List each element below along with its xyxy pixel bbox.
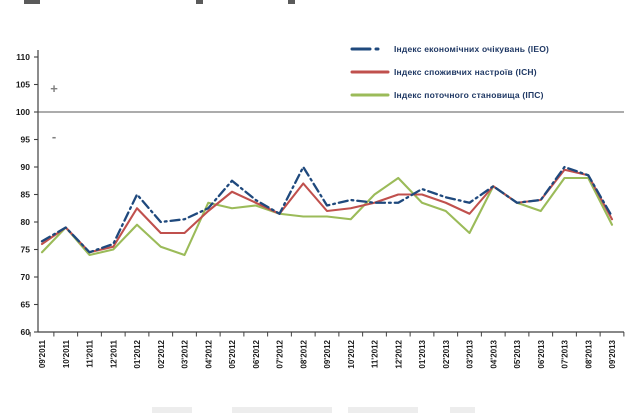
x-tick-label: 05'2012 <box>228 339 237 368</box>
x-tick-label: 01'2013 <box>418 339 427 368</box>
y-tick-label: 85 <box>21 190 31 200</box>
chart-legend: Індекс економічних очікувань (ІЕО) Індек… <box>350 41 549 102</box>
x-tick-label: 04'2013 <box>489 339 498 368</box>
y-tick-label: 65 <box>21 300 31 310</box>
cropped-bottom-text-fragment <box>450 407 475 413</box>
legend-label-ieo: Індекс економічних очікувань (ІЕО) <box>394 43 550 54</box>
x-tick-label: 11'2012 <box>371 339 380 368</box>
y-tick-label: 80 <box>21 217 31 227</box>
legend-item-ieo: Індекс економічних очікувань (ІЕО) <box>350 41 549 56</box>
series-line-ich <box>40 168 614 254</box>
x-tick-label: 10'2012 <box>347 339 356 368</box>
y-tick-label: 60 <box>21 327 31 337</box>
legend-line-ich-icon <box>350 70 390 73</box>
y-tick-label: 100 <box>16 107 30 117</box>
y-tick-label: 105 <box>16 80 30 90</box>
y-tick-label: 75 <box>21 245 31 255</box>
x-tick-label: 08'2013 <box>584 339 593 368</box>
x-tick-label: 12'2012 <box>394 339 403 368</box>
x-tick-label: 03'2012 <box>181 339 190 368</box>
y-tick-label: 110 <box>16 52 30 62</box>
x-tick-label: 06'2012 <box>252 339 261 368</box>
cropped-top-text-fragment <box>196 0 203 4</box>
legend-label-ich: Індекс споживчих настроїв (ІСН) <box>394 66 537 77</box>
x-tick-label: 07'2012 <box>276 339 285 368</box>
x-tick-label: 06'2013 <box>537 339 546 368</box>
cropped-top-text-fragment <box>24 0 40 4</box>
x-tick-label: 09'2012 <box>323 339 332 368</box>
x-tick-label: 03'2013 <box>466 339 475 368</box>
series-line-ieo <box>40 165 614 254</box>
legend-line-ips-icon <box>350 93 390 96</box>
minus-sign-label: - <box>52 129 56 144</box>
x-tick-label: 02'2012 <box>157 339 166 368</box>
x-tick-label: 12'2011 <box>109 339 118 368</box>
cropped-bottom-text-fragment <box>152 407 192 413</box>
x-tick-label: 09'2013 <box>608 339 617 368</box>
x-tick-label: 04'2012 <box>204 339 213 368</box>
cropped-bottom-text-fragment <box>232 407 332 413</box>
legend-label-ips: Індекс поточного становища (ІПС) <box>394 89 544 100</box>
x-tick-label: 11'2011 <box>86 339 95 367</box>
x-tick-label: 10'2011 <box>62 339 71 368</box>
x-tick-label: 07'2013 <box>561 339 570 368</box>
cropped-top-text-fragment <box>288 0 295 4</box>
y-tick-label: 90 <box>21 162 31 172</box>
legend-item-ips: Індекс поточного становища (ІПС) <box>350 87 549 102</box>
x-tick-label: 01'2012 <box>133 339 142 368</box>
legend-item-ich: Індекс споживчих настроїв (ІСН) <box>350 64 549 79</box>
x-tick-label: 08'2012 <box>299 339 308 368</box>
plus-sign-label: + <box>50 81 58 96</box>
y-tick-label: 70 <box>21 272 31 282</box>
x-tick-label: 05'2013 <box>513 339 522 368</box>
x-tick-label: 09'2011 <box>38 339 47 368</box>
y-tick-label: 95 <box>21 135 31 145</box>
cropped-bottom-text-fragment <box>348 407 418 413</box>
legend-line-ieo-icon <box>350 47 390 50</box>
x-tick-label: 02'2013 <box>442 339 451 368</box>
